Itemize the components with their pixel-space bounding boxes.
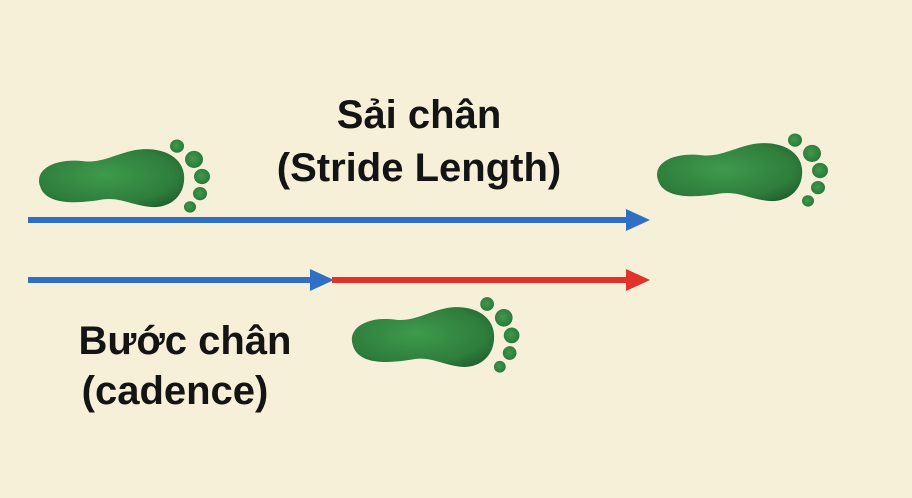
- footprint-middle-icon: [351, 297, 520, 373]
- stride-arrow: [28, 209, 650, 231]
- stride-length-title: Sải chân: [336, 93, 502, 137]
- step-arrow-blue: [28, 269, 334, 291]
- step-subtitle: (cadence): [81, 369, 269, 413]
- footprint-right-icon: [657, 133, 828, 207]
- footprint-left-icon: [39, 139, 210, 213]
- step-arrow-red: [332, 269, 650, 291]
- step-title: Bước chân: [78, 319, 292, 363]
- stride-length-subtitle: (Stride Length): [276, 146, 562, 190]
